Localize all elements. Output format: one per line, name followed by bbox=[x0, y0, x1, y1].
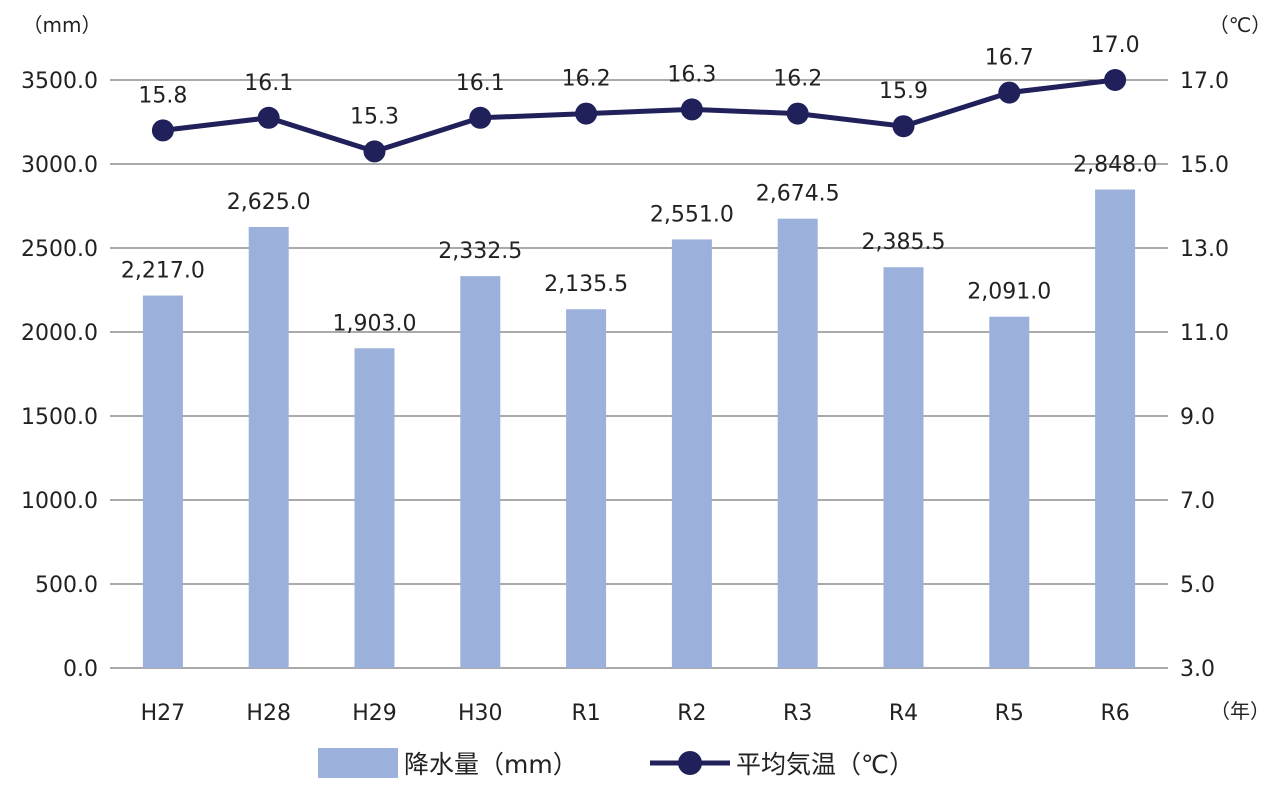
y-right-tick-label: 9.0 bbox=[1180, 405, 1215, 430]
bar bbox=[989, 316, 1030, 668]
bar bbox=[671, 239, 712, 668]
legend-swatch-line bbox=[650, 751, 730, 775]
y-left-tick-label: 500.0 bbox=[35, 573, 98, 598]
bar-data-label: 2,091.0 bbox=[967, 280, 1051, 305]
x-unit: （年） bbox=[1210, 699, 1270, 723]
temperature-point bbox=[257, 106, 280, 129]
temperature-line bbox=[162, 77, 1116, 154]
temperature-data-label: 16.7 bbox=[985, 46, 1034, 71]
y-right-tick-label: 15.0 bbox=[1180, 153, 1229, 178]
y-right-tick-label: 5.0 bbox=[1180, 573, 1215, 598]
temperature-point bbox=[469, 106, 492, 129]
y-right-tick-label: 7.0 bbox=[1180, 489, 1215, 514]
legend-item-temperature: 平均気温（℃） bbox=[650, 738, 914, 788]
legend-label-temperature: 平均気温（℃） bbox=[736, 750, 915, 779]
temperature-data-label: 15.8 bbox=[138, 83, 187, 108]
temperature-point bbox=[680, 98, 703, 121]
x-tick-label: H30 bbox=[458, 701, 503, 726]
x-tick-label: R6 bbox=[1100, 701, 1129, 726]
temperature-data-label: 17.0 bbox=[1091, 33, 1140, 58]
y-left-tick-label: 2000.0 bbox=[21, 321, 98, 346]
bar-data-label: 2,625.0 bbox=[227, 190, 311, 215]
temperature-point bbox=[363, 140, 386, 163]
bar-data-label: 2,135.5 bbox=[544, 272, 628, 297]
temperature-data-label: 16.2 bbox=[773, 67, 822, 92]
y-left-tick-label: 1000.0 bbox=[21, 489, 98, 514]
bar-data-label: 1,903.0 bbox=[333, 311, 417, 336]
y-left-tick-label: 1500.0 bbox=[21, 405, 98, 430]
x-tick-label: H29 bbox=[352, 701, 397, 726]
bar bbox=[1095, 189, 1136, 668]
temperature-point bbox=[998, 81, 1021, 104]
temperature-data-label: 15.3 bbox=[350, 104, 399, 129]
legend-item-precipitation: 降水量（mm） bbox=[318, 738, 578, 788]
bar bbox=[142, 295, 183, 668]
temperature-point bbox=[786, 102, 809, 125]
y-left-tick-label: 0.0 bbox=[63, 657, 98, 682]
x-tick-label: R1 bbox=[571, 701, 600, 726]
x-tick-label: R2 bbox=[677, 701, 706, 726]
y-right-unit: （℃） bbox=[1209, 13, 1271, 37]
y-right-tick-label: 17.0 bbox=[1180, 69, 1229, 94]
temperature-data-label: 16.3 bbox=[667, 62, 716, 87]
y-right-tick-label: 11.0 bbox=[1180, 321, 1229, 346]
y-left-tick-label: 3000.0 bbox=[21, 153, 98, 178]
y-left-unit: （mm） bbox=[23, 13, 102, 37]
bar bbox=[248, 227, 289, 668]
x-tick-label: R4 bbox=[889, 701, 918, 726]
x-tick-label: H27 bbox=[141, 701, 186, 726]
legend: 降水量（mm） 平均気温（℃） bbox=[0, 738, 1274, 788]
y-right-tick-label: 3.0 bbox=[1180, 657, 1215, 682]
bar-data-label: 2,848.0 bbox=[1073, 153, 1157, 178]
bar bbox=[354, 348, 395, 668]
temperature-point bbox=[151, 119, 174, 142]
x-tick-label: R3 bbox=[783, 701, 812, 726]
y-left-tick-label: 2500.0 bbox=[21, 237, 98, 262]
temperature-point bbox=[575, 102, 598, 125]
bar-data-label: 2,551.0 bbox=[650, 202, 734, 227]
bar-data-label: 2,385.5 bbox=[862, 230, 946, 255]
temperature-data-label: 16.1 bbox=[456, 71, 505, 96]
bar bbox=[566, 309, 607, 668]
bar bbox=[777, 218, 818, 668]
temperature-point bbox=[892, 115, 915, 138]
bar-data-label: 2,332.5 bbox=[438, 239, 522, 264]
temperature-data-label: 16.2 bbox=[562, 67, 611, 92]
bar bbox=[883, 267, 924, 668]
temperature-data-label: 16.1 bbox=[244, 71, 293, 96]
x-tick-label: H28 bbox=[246, 701, 291, 726]
legend-label-precipitation: 降水量（mm） bbox=[404, 750, 578, 779]
temperature-data-label: 15.9 bbox=[879, 79, 928, 104]
y-right-tick-label: 13.0 bbox=[1180, 237, 1229, 262]
bar-data-label: 2,674.5 bbox=[756, 182, 840, 207]
legend-swatch-bar bbox=[318, 748, 398, 778]
y-left-tick-label: 3500.0 bbox=[21, 69, 98, 94]
x-tick-label: R5 bbox=[995, 701, 1024, 726]
bar bbox=[460, 276, 501, 668]
bar-data-label: 2,217.0 bbox=[121, 259, 205, 284]
temperature-point bbox=[1104, 69, 1127, 91]
